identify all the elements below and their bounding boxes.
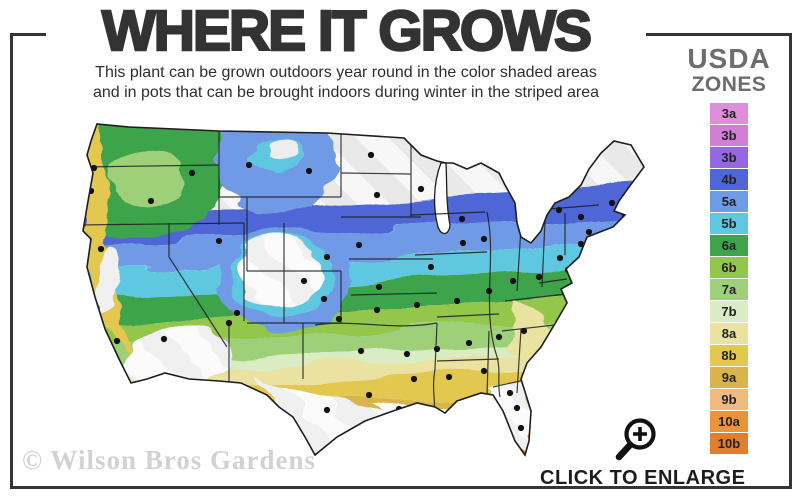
city-dots [83,151,629,432]
city-dot [335,315,343,323]
zone-swatch-10b: 10b [710,433,748,454]
city-dot [367,151,375,159]
city-dot [305,167,313,175]
zone-list: 3a 3b 3b 4b 5a 5b 6a 6b 7a 7b 8a 8b 9a 9b 10a 10b [710,103,748,455]
city-dot [427,263,435,271]
subtitle-line-2: and in pots that can be brought indoors … [92,84,600,101]
header: WHERE IT GROWS [46,0,646,63]
zone-swatch-5a: 5a [710,191,748,212]
magnifier-plus-icon[interactable] [610,413,662,465]
city-dot [147,197,155,205]
subtitle-line-1: This plant can be grown outdoors year ro… [95,64,597,81]
florida-striped-region [489,381,533,455]
city-dot [556,254,564,262]
city-dot [527,227,535,235]
city-dot [215,237,223,245]
city-dot [608,199,616,207]
zone-swatch-8a: 8a [710,323,748,344]
city-dot [355,241,363,249]
city-dot [365,391,373,399]
legend-heading: USDA ZONES [672,44,786,96]
city-dot [495,333,503,341]
rockies-striped-region [238,236,322,312]
city-dot [83,249,87,257]
zone-swatch-3b: 3b [710,147,748,168]
city-dot [225,319,233,327]
city-dot [375,283,383,291]
city-dot [188,169,196,177]
legend-heading-zones: ZONES [691,73,767,96]
city-dot [245,161,253,169]
page-title: WHERE IT GROWS [101,0,594,63]
pacific-coast-gold-strip [83,124,131,355]
zone-swatch-4b: 4b [710,169,748,190]
city-dot [485,287,493,295]
zone-swatch-6a: 6a [710,235,748,256]
city-dot [506,389,514,397]
zone-swatch-3b: 3b [710,125,748,146]
lake-michigan [433,162,451,235]
zone-swatch-3a: 3a [710,103,748,124]
city-dot [433,345,441,353]
city-dot [577,240,585,248]
city-dot [459,239,467,247]
city-dot [300,277,308,285]
zone-swatch-8b: 8b [710,345,748,366]
city-dot [509,277,517,285]
zone-swatch-7a: 7a [710,279,748,300]
subtitle: This plant can be grown outdoors year ro… [46,63,646,103]
city-dot [410,375,418,383]
city-dot [357,347,365,355]
city-dot [113,337,121,345]
city-dot [445,373,453,381]
city-dot [555,206,563,214]
city-dot [535,273,543,281]
city-dot [97,245,105,253]
us-map-outline [82,123,645,457]
city-dot [160,335,168,343]
city-dot [413,301,421,309]
click-to-enlarge-label[interactable]: CLICK TO ENLARGE [540,467,746,489]
city-dot [480,235,488,243]
city-dot [517,424,525,432]
city-dot [585,228,593,236]
city-dot [403,350,411,358]
zone-swatch-6b: 6b [710,257,748,278]
zone-swatch-9a: 9a [710,367,748,388]
city-dot [458,215,466,223]
city-dot [417,185,425,193]
zone-swatch-5b: 5b [710,213,748,234]
enlarge-control[interactable]: CLICK TO ENLARGE [540,413,746,490]
city-dot [320,295,328,303]
city-dot [577,213,585,221]
zone-swatch-7b: 7b [710,301,748,322]
zone-swatch-10a: 10a [710,411,748,432]
city-dot [233,309,241,317]
city-dot [373,191,381,199]
city-dot [465,339,473,347]
arizona-striped-region [125,329,233,389]
city-dot [323,406,331,414]
zone-swatch-9b: 9b [710,389,748,410]
city-dot [373,306,381,314]
legend-heading-usda: USDA [687,43,771,74]
city-dot [513,404,521,412]
watermark: © Wilson Bros Gardens [22,445,316,475]
city-dot [480,367,488,375]
city-dot [453,297,461,305]
usda-zone-map[interactable] [68,111,665,473]
city-dot [323,253,331,261]
city-dot [520,327,528,335]
